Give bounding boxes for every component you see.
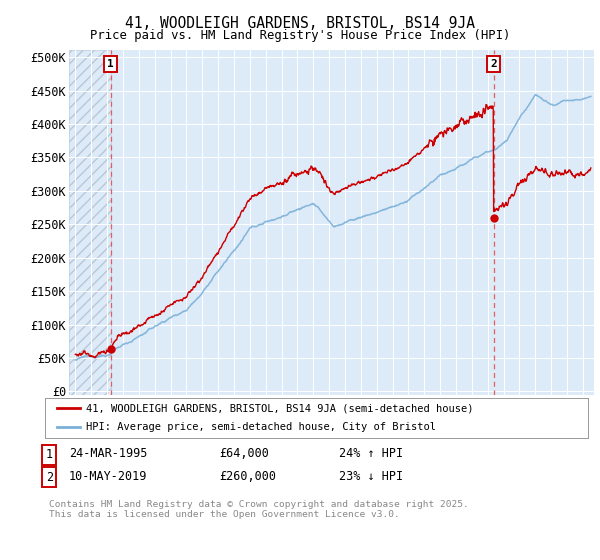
Text: £260,000: £260,000	[219, 469, 276, 483]
Text: HPI: Average price, semi-detached house, City of Bristol: HPI: Average price, semi-detached house,…	[86, 422, 436, 432]
Bar	[69, 50, 110, 395]
Text: 2: 2	[46, 470, 53, 484]
Text: 1: 1	[107, 59, 114, 69]
Text: 41, WOODLEIGH GARDENS, BRISTOL, BS14 9JA: 41, WOODLEIGH GARDENS, BRISTOL, BS14 9JA	[125, 16, 475, 31]
Text: 1: 1	[46, 448, 53, 461]
Text: £64,000: £64,000	[219, 447, 269, 460]
Text: 23% ↓ HPI: 23% ↓ HPI	[339, 469, 403, 483]
Text: Price paid vs. HM Land Registry's House Price Index (HPI): Price paid vs. HM Land Registry's House …	[90, 29, 510, 42]
Text: 24-MAR-1995: 24-MAR-1995	[69, 447, 148, 460]
Text: 41, WOODLEIGH GARDENS, BRISTOL, BS14 9JA (semi-detached house): 41, WOODLEIGH GARDENS, BRISTOL, BS14 9JA…	[86, 404, 473, 413]
Text: 10-MAY-2019: 10-MAY-2019	[69, 469, 148, 483]
Text: Contains HM Land Registry data © Crown copyright and database right 2025.
This d: Contains HM Land Registry data © Crown c…	[49, 500, 469, 519]
Text: 2: 2	[490, 59, 497, 69]
Text: 24% ↑ HPI: 24% ↑ HPI	[339, 447, 403, 460]
